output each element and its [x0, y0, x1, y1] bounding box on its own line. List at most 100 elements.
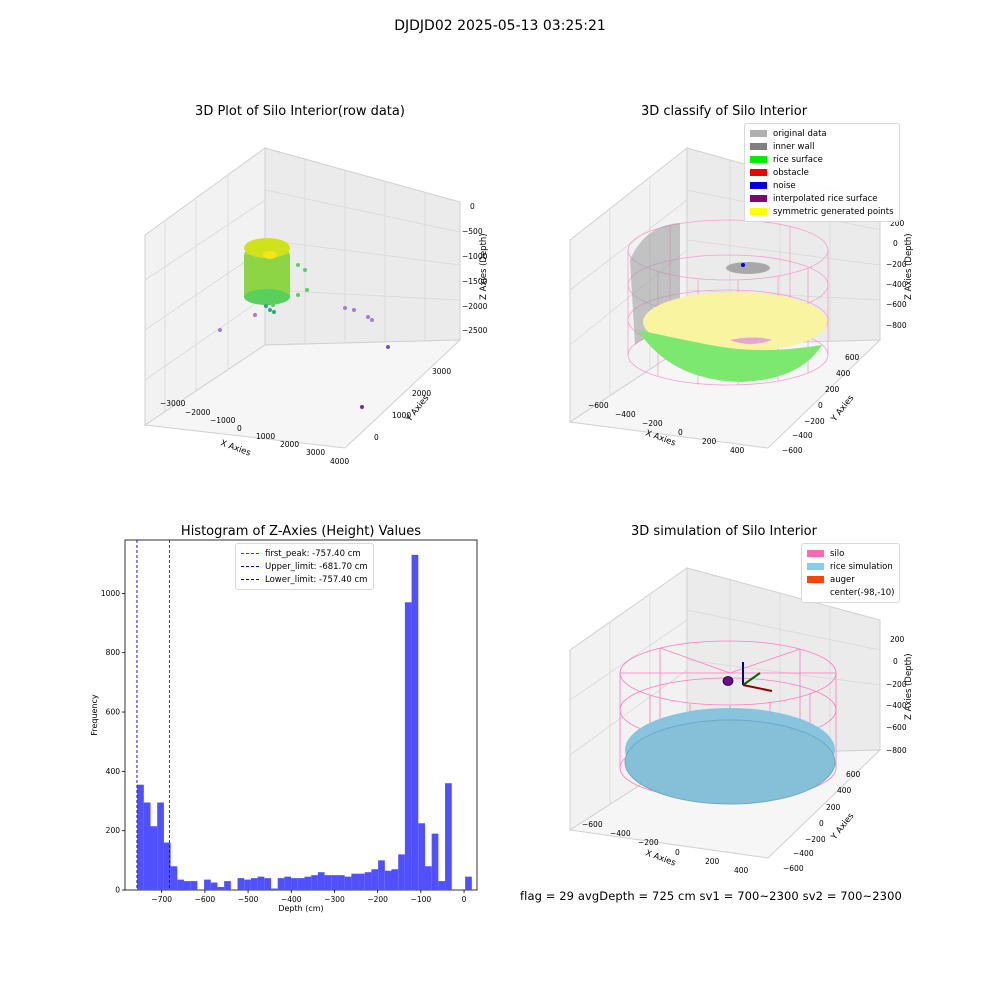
svg-text:400: 400	[836, 369, 851, 378]
svg-text:−400: −400	[610, 829, 631, 838]
legend-item-lower-limit: Lower_limit: -757.40 cm	[241, 573, 368, 586]
svg-text:−800: −800	[886, 746, 907, 755]
histogram-bar	[250, 878, 258, 890]
legend-item-auger: auger	[807, 573, 894, 586]
histogram-bar	[157, 802, 164, 890]
swatch-icon	[750, 143, 767, 150]
panel4-legend: silo rice simulation auger center(-98,-1…	[801, 543, 901, 603]
svg-text:−3000: −3000	[160, 399, 186, 408]
histogram-bar	[384, 870, 392, 890]
svg-text:400: 400	[730, 446, 745, 455]
svg-text:−2000: −2000	[185, 408, 211, 417]
panel2-symmetric-points	[643, 292, 827, 352]
histogram-bar	[224, 881, 231, 890]
swatch-icon	[807, 589, 824, 596]
svg-text:0: 0	[470, 202, 475, 211]
x-tick-label: −200	[367, 895, 388, 904]
histogram-bar	[411, 554, 419, 890]
panel1-3d-plot: −3000 −2000 −1000 0 1000 2000 3000 4000 …	[143, 147, 489, 466]
svg-text:−600: −600	[582, 820, 603, 829]
histogram-bar	[271, 888, 278, 890]
svg-text:0: 0	[818, 401, 823, 410]
histogram-bar	[143, 802, 151, 890]
panel3-title: Histogram of Z-Axies (Height) Values	[180, 524, 422, 539]
histogram-x-ticks: −700 −600 −500 −400 −300 −200 −100 0	[151, 890, 467, 904]
svg-text:2000: 2000	[412, 389, 431, 398]
histogram-bar	[358, 873, 365, 890]
histogram-bar	[398, 854, 405, 890]
histogram-bar	[284, 876, 292, 890]
dashed-line-icon	[241, 566, 259, 567]
panel4-z-label: Z Axies (Depth)	[904, 653, 914, 720]
histogram-bar	[170, 866, 178, 890]
svg-text:−1000: −1000	[462, 252, 488, 261]
svg-text:200: 200	[825, 385, 840, 394]
svg-text:−200: −200	[638, 838, 659, 847]
x-tick-label: −600	[195, 895, 216, 904]
svg-text:0: 0	[374, 433, 379, 442]
svg-text:−200: −200	[886, 680, 907, 689]
axis-arrow-x-icon	[742, 684, 773, 692]
histogram-bar	[237, 878, 245, 890]
svg-text:200: 200	[702, 437, 717, 446]
swatch-icon	[807, 563, 824, 570]
svg-text:200: 200	[890, 635, 905, 644]
svg-text:−400: −400	[886, 280, 907, 289]
legend-item-obstacle: obstacle	[750, 166, 894, 179]
y-tick-label: 400	[106, 767, 121, 776]
panel4-3d-plot: −600 −400 −200 0 200 400 600 400 200 0 −…	[568, 567, 914, 875]
x-tick-label: −700	[151, 895, 172, 904]
histogram-bar	[257, 876, 265, 890]
panel2-floor-pane	[568, 339, 882, 449]
panel1-point-cloud-top	[244, 238, 290, 258]
dashed-line-icon	[241, 579, 259, 580]
svg-text:200: 200	[890, 219, 905, 228]
swatch-icon	[750, 182, 767, 189]
legend-item-rice-simulation: rice simulation	[807, 560, 894, 573]
histogram-bar	[344, 876, 352, 890]
panel2-obstacle-cluster	[726, 262, 770, 274]
panel2-noise-point	[741, 263, 745, 267]
svg-text:−400: −400	[615, 410, 636, 419]
histogram-bar	[351, 873, 359, 890]
panel4-tick-labels: −600 −400 −200 0 200 400 600 400 200 0 −…	[582, 635, 907, 875]
histogram-chart: −700 −600 −500 −400 −300 −200 −100 0 0 200 400 600…	[90, 539, 478, 913]
histogram-bar	[465, 876, 472, 890]
histogram-bar	[304, 876, 312, 890]
panel2-title: 3D classify of Silo Interior	[640, 104, 808, 119]
status-line: flag = 29 avgDepth = 725 cm sv1 = 700~23…	[520, 889, 902, 903]
panel4-x-label: X Axies	[644, 848, 677, 868]
svg-text:0: 0	[237, 424, 242, 433]
histogram-bar	[331, 875, 338, 890]
legend-item-first-peak: first_peak: -757.40 cm	[241, 547, 368, 560]
histogram-y-ticks: 0 200 400 600 800 1000	[101, 589, 125, 895]
y-tick-label: 0	[115, 886, 120, 895]
svg-text:−400: −400	[793, 849, 814, 858]
svg-text:0: 0	[678, 428, 683, 437]
panel1-title: 3D Plot of Silo Interior(row data)	[195, 104, 405, 119]
histogram-bar	[378, 860, 385, 890]
histogram-bar	[183, 881, 191, 890]
histogram-bar	[244, 879, 251, 890]
histogram-bar	[324, 875, 332, 890]
dashed-line-icon	[241, 553, 259, 554]
panel1-floor-pane	[143, 339, 462, 449]
svg-text:−400: −400	[792, 431, 813, 440]
legend-item-inner-wall: inner wall	[750, 140, 894, 153]
legend-item-rice-surface: rice surface	[750, 153, 894, 166]
svg-text:1000: 1000	[392, 411, 411, 420]
svg-text:600: 600	[845, 353, 860, 362]
swatch-icon	[750, 195, 767, 202]
histogram-bar	[190, 881, 198, 890]
histogram-bar	[137, 784, 144, 890]
histogram-bar	[438, 881, 446, 890]
legend-item-symmetric: symmetric generated points	[750, 205, 894, 218]
histogram-legend: first_peak: -757.40 cm Upper_limit: -681…	[235, 543, 374, 590]
histogram-bar	[264, 878, 272, 890]
x-tick-label: −100	[411, 895, 432, 904]
y-tick-label: 600	[106, 708, 121, 717]
histogram-bar	[371, 869, 379, 890]
axis-arrow-y-icon	[742, 672, 761, 686]
swatch-icon	[750, 156, 767, 163]
svg-text:1000: 1000	[256, 432, 275, 441]
